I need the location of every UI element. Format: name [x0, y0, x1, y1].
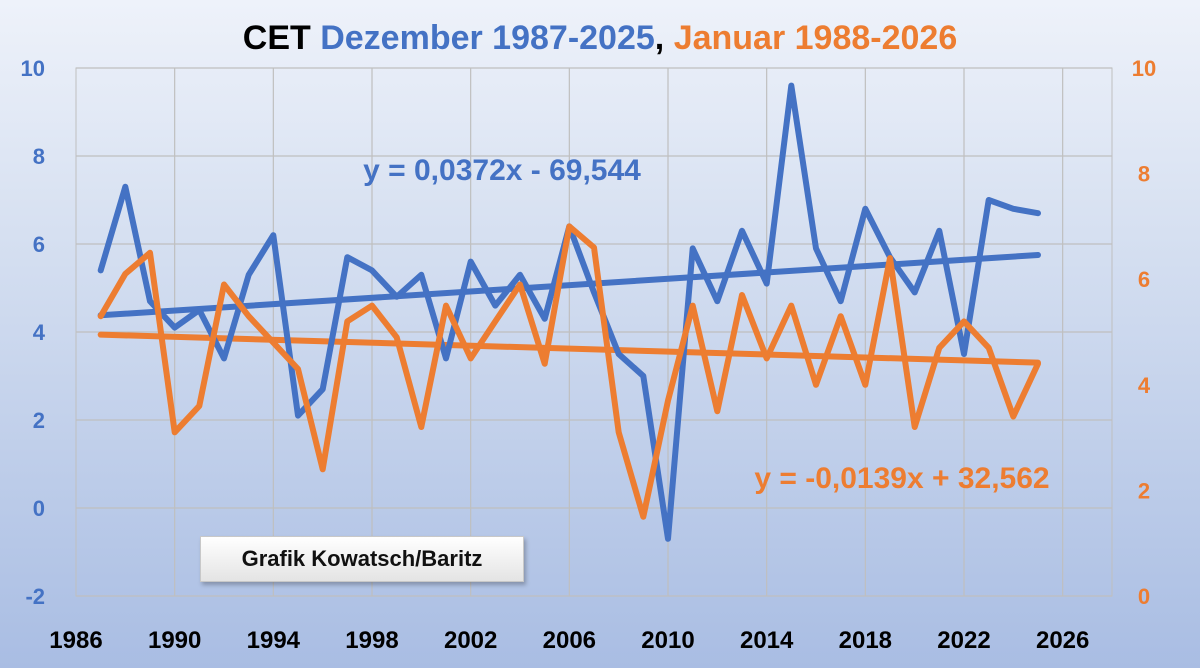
credit-text: Grafik Kowatsch/Baritz	[241, 546, 483, 571]
y-right-tick-label-1: 2	[1138, 478, 1150, 503]
x-tick-label-5: 2006	[543, 627, 596, 654]
title-part-december: Dezember 1987-2025	[320, 19, 655, 57]
x-tick-label-10: 2026	[1036, 627, 1089, 654]
x-tick-label-9: 2022	[937, 627, 990, 654]
y-left-tick-label-0: -2	[25, 584, 45, 609]
y-left-tick-label-4: 6	[33, 232, 45, 257]
x-tick-label-7: 2014	[740, 627, 794, 654]
x-tick-label-1: 1990	[148, 627, 201, 654]
y-left-tick-label-2: 2	[33, 408, 45, 433]
title-part-january: Januar 1988-2026	[673, 19, 958, 57]
x-tick-label-3: 1998	[345, 627, 398, 654]
trendline-december	[97, 252, 1041, 319]
credit-box: Grafik Kowatsch/Baritz	[200, 536, 524, 582]
y-left-tick-label-3: 4	[33, 320, 46, 345]
x-tick-label-4: 2002	[444, 627, 497, 654]
x-tick-label-0: 1986	[49, 627, 102, 654]
y-right-tick-label-3: 6	[1138, 267, 1150, 292]
x-tick-label-2: 1994	[247, 627, 301, 654]
x-tick-label-6: 2010	[641, 627, 694, 654]
trend-equation-january: y = -0,0139x + 32,562	[754, 462, 1049, 495]
x-tick-label-8: 2018	[839, 627, 892, 654]
y-right-tick-label-5: 10	[1132, 56, 1156, 81]
title-part-separator: ,	[654, 19, 674, 57]
y-left-tick-label-6: 10	[21, 56, 45, 81]
series-line-january	[97, 223, 1041, 520]
y-left-tick-label-5: 8	[33, 144, 45, 169]
trend-equation-december: y = 0,0372x - 69,544	[363, 154, 641, 187]
title-part-cet: CET	[242, 19, 311, 57]
chart-title: CET Dezember 1987-2025, Januar 1988-2026	[0, 18, 1200, 58]
y-right-tick-label-0: 0	[1138, 584, 1150, 609]
y-right-tick-label-2: 4	[1138, 373, 1151, 398]
y-left-tick-label-1: 0	[33, 496, 45, 521]
trendline-january	[97, 331, 1041, 366]
y-right-tick-label-4: 8	[1138, 162, 1150, 187]
